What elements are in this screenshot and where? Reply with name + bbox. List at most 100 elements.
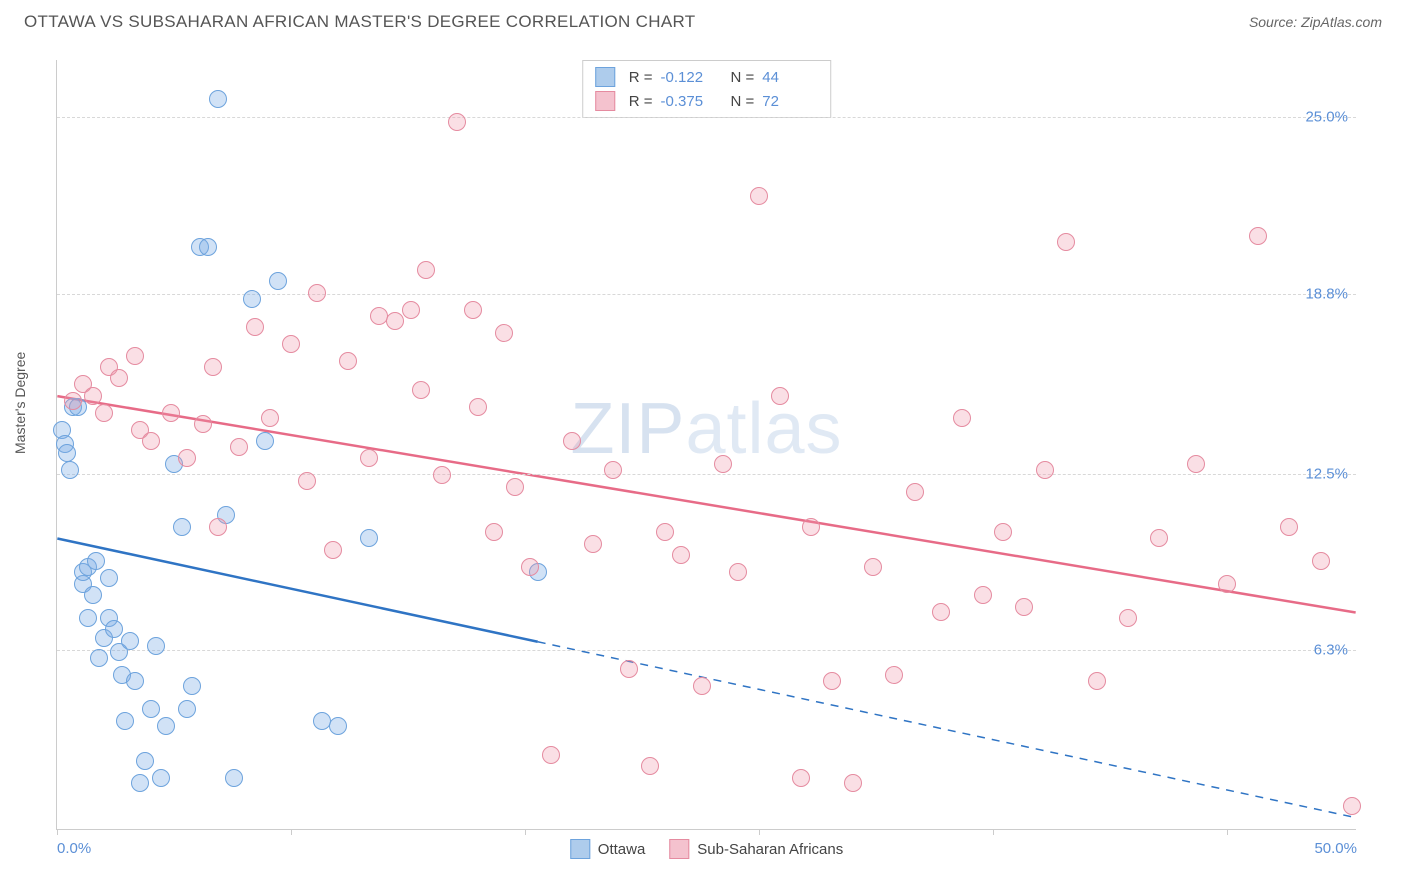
data-point bbox=[823, 672, 841, 690]
data-point bbox=[1280, 518, 1298, 536]
data-point bbox=[261, 409, 279, 427]
legend-n-label: N = bbox=[731, 93, 755, 110]
data-point bbox=[110, 369, 128, 387]
data-point bbox=[1343, 797, 1361, 815]
data-point bbox=[542, 746, 560, 764]
data-point bbox=[604, 461, 622, 479]
data-point bbox=[1057, 233, 1075, 251]
data-point bbox=[209, 90, 227, 108]
data-point bbox=[433, 466, 451, 484]
x-tick bbox=[57, 829, 58, 835]
data-point bbox=[152, 769, 170, 787]
data-point bbox=[126, 672, 144, 690]
data-point bbox=[672, 546, 690, 564]
data-point bbox=[1187, 455, 1205, 473]
x-tick bbox=[1227, 829, 1228, 835]
data-point bbox=[864, 558, 882, 576]
legend-item: Ottawa bbox=[570, 839, 646, 859]
data-point bbox=[360, 449, 378, 467]
legend-label: Sub-Saharan Africans bbox=[697, 841, 843, 858]
data-point bbox=[131, 774, 149, 792]
data-point bbox=[105, 620, 123, 638]
legend-n-value: 72 bbox=[762, 93, 818, 110]
data-point bbox=[1015, 598, 1033, 616]
y-tick-label: 25.0% bbox=[1305, 109, 1348, 126]
data-point bbox=[256, 432, 274, 450]
data-point bbox=[100, 569, 118, 587]
data-point bbox=[464, 301, 482, 319]
data-point bbox=[1088, 672, 1106, 690]
data-point bbox=[802, 518, 820, 536]
data-point bbox=[402, 301, 420, 319]
data-point bbox=[64, 392, 82, 410]
data-point bbox=[1036, 461, 1054, 479]
x-tick-label: 50.0% bbox=[1314, 840, 1357, 857]
data-point bbox=[1150, 529, 1168, 547]
data-point bbox=[656, 523, 674, 541]
data-point bbox=[339, 352, 357, 370]
data-point bbox=[142, 432, 160, 450]
data-point bbox=[61, 461, 79, 479]
data-point bbox=[243, 290, 261, 308]
data-point bbox=[620, 660, 638, 678]
data-point bbox=[1218, 575, 1236, 593]
legend-row: R =-0.122N =44 bbox=[595, 65, 819, 89]
data-point bbox=[87, 552, 105, 570]
legend-n-label: N = bbox=[731, 69, 755, 86]
data-point bbox=[412, 381, 430, 399]
data-point bbox=[563, 432, 581, 450]
data-point bbox=[209, 518, 227, 536]
data-point bbox=[142, 700, 160, 718]
data-point bbox=[792, 769, 810, 787]
data-point bbox=[269, 272, 287, 290]
data-point bbox=[79, 609, 97, 627]
data-point bbox=[771, 387, 789, 405]
data-point bbox=[641, 757, 659, 775]
data-point bbox=[885, 666, 903, 684]
data-point bbox=[1249, 227, 1267, 245]
legend-swatch bbox=[595, 67, 615, 87]
x-tick bbox=[291, 829, 292, 835]
legend-r-value: -0.122 bbox=[661, 69, 717, 86]
data-point bbox=[750, 187, 768, 205]
y-tick-label: 18.8% bbox=[1305, 285, 1348, 302]
data-point bbox=[360, 529, 378, 547]
data-point bbox=[230, 438, 248, 456]
data-point bbox=[584, 535, 602, 553]
data-point bbox=[183, 677, 201, 695]
legend-r-label: R = bbox=[629, 93, 653, 110]
data-point bbox=[95, 404, 113, 422]
y-tick-label: 12.5% bbox=[1305, 465, 1348, 482]
data-point bbox=[1119, 609, 1137, 627]
data-point bbox=[225, 769, 243, 787]
data-point bbox=[329, 717, 347, 735]
chart-title: OTTAWA VS SUBSAHARAN AFRICAN MASTER'S DE… bbox=[24, 12, 695, 32]
data-point bbox=[246, 318, 264, 336]
x-tick bbox=[759, 829, 760, 835]
data-point bbox=[84, 586, 102, 604]
data-point bbox=[495, 324, 513, 342]
legend-n-value: 44 bbox=[762, 69, 818, 86]
data-point bbox=[844, 774, 862, 792]
data-point bbox=[178, 700, 196, 718]
data-point bbox=[298, 472, 316, 490]
y-tick-label: 6.3% bbox=[1314, 642, 1348, 659]
legend-series: Ottawa Sub-Saharan Africans bbox=[570, 839, 843, 859]
data-point bbox=[729, 563, 747, 581]
data-point bbox=[693, 677, 711, 695]
data-point bbox=[194, 415, 212, 433]
legend-row: R =-0.375N =72 bbox=[595, 89, 819, 113]
data-point bbox=[308, 284, 326, 302]
data-point bbox=[994, 523, 1012, 541]
trend-lines bbox=[57, 60, 1356, 829]
data-point bbox=[906, 483, 924, 501]
gridline bbox=[57, 650, 1356, 651]
legend-swatch bbox=[595, 91, 615, 111]
legend-swatch bbox=[669, 839, 689, 859]
data-point bbox=[136, 752, 154, 770]
data-point bbox=[58, 444, 76, 462]
source-label: Source: ZipAtlas.com bbox=[1249, 14, 1382, 30]
data-point bbox=[121, 632, 139, 650]
data-point bbox=[90, 649, 108, 667]
data-point bbox=[521, 558, 539, 576]
